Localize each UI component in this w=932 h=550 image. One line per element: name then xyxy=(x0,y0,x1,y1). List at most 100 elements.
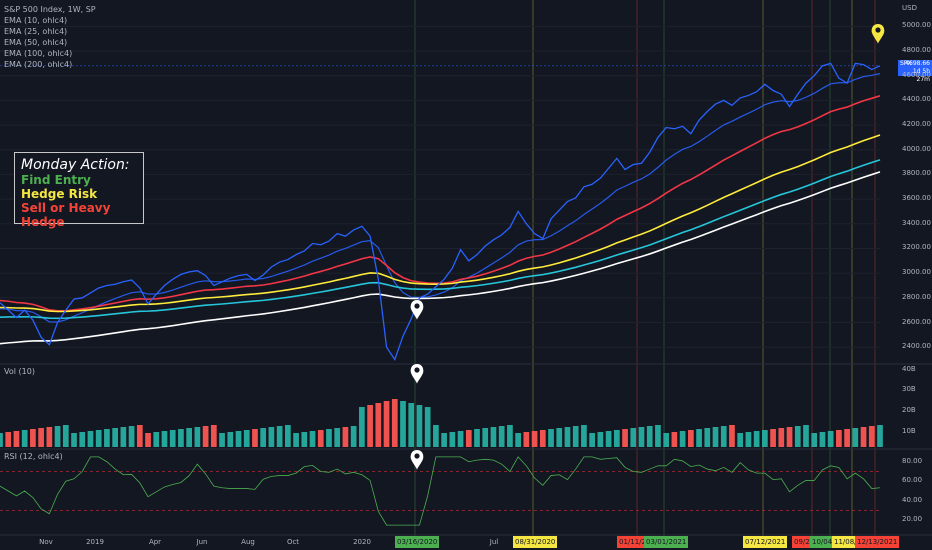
volume-bar xyxy=(523,432,530,447)
volume-bar xyxy=(811,433,818,447)
date-tag: 03/01/2021 xyxy=(644,536,689,548)
volume-bar xyxy=(827,431,834,447)
volume-tick: 30B xyxy=(902,385,916,393)
legend-ema25[interactable]: EMA (25, ohlc4) xyxy=(4,27,68,36)
volume-bar xyxy=(868,426,875,447)
time-tick: Apr xyxy=(148,538,162,546)
volume-bar xyxy=(852,428,859,447)
volume-bar xyxy=(194,427,201,447)
legend-ema200[interactable]: EMA (200, ohlc4) xyxy=(4,60,73,69)
pin-shape xyxy=(410,364,424,384)
volume-bar xyxy=(367,405,373,447)
volume-tick: 10B xyxy=(902,427,916,435)
volume-bar xyxy=(679,431,686,447)
volume-bar xyxy=(260,428,267,447)
price-tick: 4200.00 xyxy=(902,120,931,129)
price-line xyxy=(0,62,881,361)
price-tick: 4600.00 xyxy=(902,70,931,79)
volume-bar xyxy=(120,427,127,447)
volume-bar xyxy=(169,430,176,447)
volume-bar xyxy=(350,426,357,447)
volume-bar xyxy=(210,425,217,447)
volume-bar xyxy=(342,427,349,447)
volume-bar xyxy=(21,430,28,447)
volume-bar xyxy=(416,405,423,447)
volume-bar xyxy=(860,427,867,447)
volume-bar xyxy=(704,428,711,447)
volume-bar xyxy=(95,430,102,447)
volume-bar xyxy=(720,426,727,447)
volume-bar xyxy=(227,432,234,447)
ema-line xyxy=(0,134,881,313)
volume-label: Vol (10) xyxy=(4,367,35,376)
volume-bar xyxy=(844,429,850,447)
markers xyxy=(410,24,885,470)
volume-bar xyxy=(655,425,661,447)
volume-bar xyxy=(268,427,275,447)
rsi-tick: 60.00 xyxy=(902,476,923,485)
rsi-line xyxy=(0,456,881,526)
time-tick: Oct xyxy=(286,538,300,546)
volume-bar xyxy=(507,425,513,447)
legend-ema50[interactable]: EMA (50, ohlc4) xyxy=(4,38,68,47)
volume-bar xyxy=(153,432,160,447)
volume-bar xyxy=(581,425,587,447)
volume-bar xyxy=(54,426,61,447)
price-tick: 3200.00 xyxy=(902,243,931,252)
volume-bar xyxy=(753,431,760,447)
volume-bar xyxy=(457,431,464,447)
volume-bar xyxy=(490,427,497,447)
price-tick: 3000.00 xyxy=(902,268,931,277)
volume-bar xyxy=(104,429,110,447)
price-tick: 3600.00 xyxy=(902,194,931,203)
legend-ema100[interactable]: EMA (100, ohlc4) xyxy=(4,49,73,58)
pin-hole xyxy=(414,303,420,309)
volume-bar xyxy=(178,429,184,447)
volume-bar xyxy=(441,433,447,447)
date-tag: 03/16/2020 xyxy=(395,536,440,548)
time-tick: 2020 xyxy=(353,538,371,546)
volume-bar xyxy=(235,431,242,447)
volume-bar xyxy=(597,432,604,447)
price-tick: 3800.00 xyxy=(902,169,931,178)
ema-line xyxy=(0,171,881,345)
volume-bar xyxy=(252,429,258,447)
volume-bar xyxy=(564,427,571,447)
rsi-pane xyxy=(0,448,932,526)
volume-bar xyxy=(87,431,94,447)
volume-bar xyxy=(663,433,670,447)
volume-bar xyxy=(391,399,398,447)
volume-bar xyxy=(548,429,554,447)
volume-bar xyxy=(202,426,209,447)
rsi-label: RSI (12, ohlc4) xyxy=(4,452,63,461)
price-tag-countdown: 1d 5h 27m xyxy=(912,68,930,83)
ema-line xyxy=(0,73,881,323)
volume-bar xyxy=(46,427,53,447)
volume-bar xyxy=(317,430,324,447)
hedge-risk-label: Hedge Risk xyxy=(21,187,98,201)
volume-bar xyxy=(38,428,44,447)
legend-ema10[interactable]: EMA (10, ohlc4) xyxy=(4,16,68,25)
volume-bar xyxy=(630,428,637,447)
volume-bar xyxy=(186,428,193,447)
chart-title: S&P 500 Index, 1W, SP xyxy=(4,5,96,14)
volume-bar xyxy=(359,407,365,447)
price-tick: 2800.00 xyxy=(902,292,931,301)
volume-bar xyxy=(836,430,842,447)
price-tick: 4400.00 xyxy=(902,95,931,104)
volume-bar xyxy=(284,425,291,447)
volume-bar xyxy=(877,425,883,447)
volume-bar xyxy=(424,407,431,447)
volume-bar xyxy=(622,429,628,447)
volume-bar xyxy=(696,429,702,447)
volume-bar xyxy=(112,428,118,447)
pin-icon xyxy=(410,450,424,470)
volume-bar xyxy=(556,428,563,447)
pin-shape xyxy=(871,24,885,44)
ema-line xyxy=(0,159,881,320)
legend: S&P 500 Index, 1W, SP EMA (10, ohlc4) EM… xyxy=(4,4,96,70)
pin-hole xyxy=(414,453,420,459)
rsi-tick: 40.00 xyxy=(902,495,923,504)
volume-bar xyxy=(5,432,12,447)
volume-bar xyxy=(778,428,785,447)
